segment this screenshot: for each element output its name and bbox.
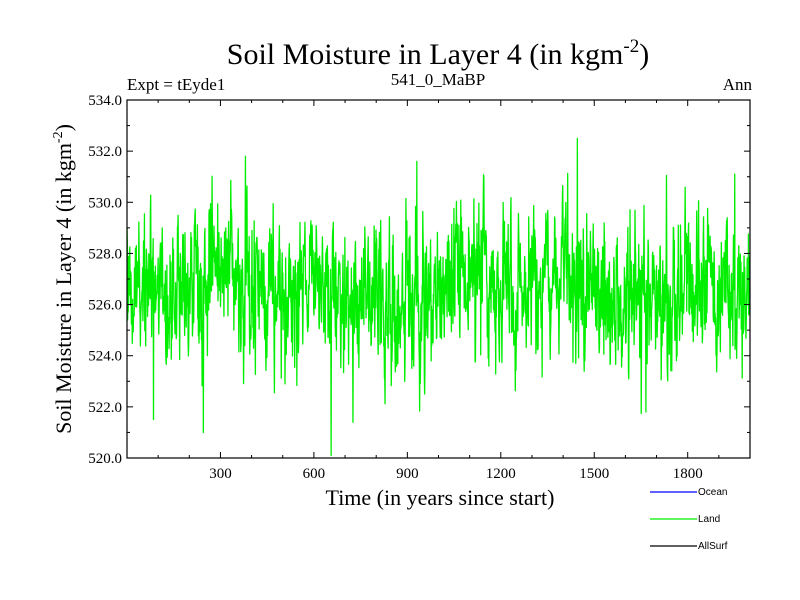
x-axis: 300 600 900 1200 1500 1800 [157,100,720,482]
y-tick-label-520: 520.0 [88,451,122,467]
subtitle-experiment: Expt = tEyde1 [127,75,225,94]
x-tick-label-1500: 1500 [579,466,609,482]
subtitle-season: Ann [723,75,753,94]
y-tick-label-522: 522.0 [88,400,122,416]
legend: Ocean Land AllSurf [650,487,728,552]
y-tick-label-528: 528.0 [88,246,122,262]
y-axis-label-text: Soil Moisture in Layer 4 (in kgm [51,143,76,434]
series-line-land [127,137,750,457]
y-axis-label-sup: -2 [51,131,66,143]
y-axis-label-close: ) [51,124,76,131]
subtitle-period: 541_0_MaBP [391,70,485,89]
x-tick-label-900: 900 [396,466,419,482]
y-tick-label-524: 524.0 [88,349,122,365]
series-group [127,137,750,457]
y-tick-label-530: 530.0 [88,195,122,211]
legend-label-allsurf: AllSurf [698,541,728,552]
chart-title-sup: -2 [623,36,639,57]
x-tick-label-300: 300 [209,466,232,482]
legend-label-ocean: Ocean [698,487,727,498]
x-axis-label: Time (in years since start) [326,485,555,510]
legend-label-land: Land [698,514,720,525]
x-tick-label-1200: 1200 [486,466,516,482]
y-axis-label: Soil Moisture in Layer 4 (in kgm-2) [51,124,76,434]
x-tick-label-600: 600 [303,466,326,482]
y-tick-label-526: 526.0 [88,298,122,314]
chart-title-text: Soil Moisture in Layer 4 (in kgm [227,38,624,71]
y-axis: 520.0 522.0 524.0 526.0 528.0 530.0 532.0 534.0 [88,93,750,467]
chart-title-close: ) [639,38,649,71]
x-tick-label-1800: 1800 [673,466,703,482]
y-tick-label-534: 534.0 [88,93,122,109]
chart-title: Soil Moisture in Layer 4 (in kgm-2) [227,36,649,71]
y-tick-label-532: 532.0 [88,144,122,160]
